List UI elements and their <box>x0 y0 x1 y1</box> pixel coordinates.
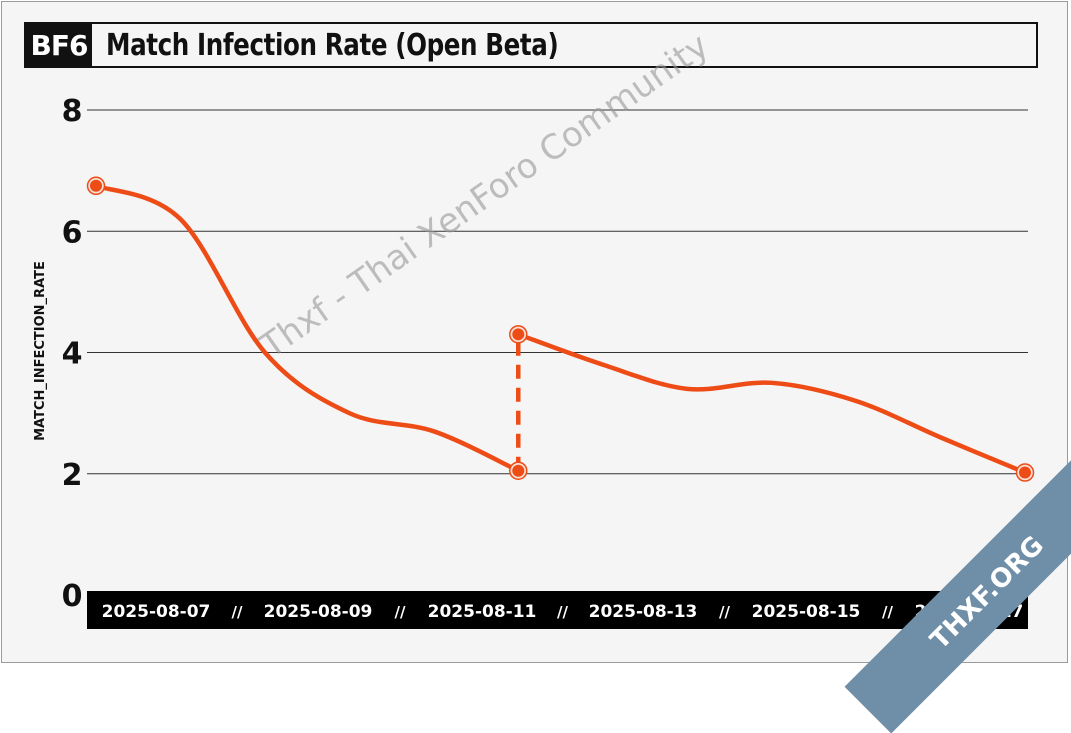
x-tick-separator: // <box>232 603 243 621</box>
series-line-0 <box>93 183 521 473</box>
x-axis-bar: 2025-08-07 // 2025-08-09 // 2025-08-11 // 2025… <box>87 591 1028 629</box>
y-tick-label: 6 <box>62 215 83 250</box>
data-point <box>1015 463 1035 482</box>
x-axis-band <box>87 591 1028 629</box>
y-axis-label: MATCH_INFECTION_RATE <box>33 261 48 441</box>
x-tick-label: 2025-08-15 <box>752 602 861 622</box>
data-point <box>509 461 528 480</box>
x-tick-label: 2025-08-13 <box>589 602 698 622</box>
chart-frame <box>1 1 1068 663</box>
series-line-1 <box>516 332 1028 475</box>
x-tick-label: 2025-08-11 <box>428 602 537 622</box>
x-tick-separator: // <box>557 603 568 621</box>
data-markers <box>86 176 1035 482</box>
game-badge: BF6 <box>26 24 92 66</box>
series-lines <box>93 183 1028 475</box>
grid-lines <box>87 109 1028 475</box>
y-tick-label: 2 <box>62 458 83 493</box>
title-bar: BF6 Match Infection Rate (Open Beta) <box>24 22 1038 68</box>
y-tick-label: 8 <box>62 94 83 129</box>
x-tick-separator: // <box>395 603 406 621</box>
x-tick-separator: // <box>719 603 730 621</box>
x-tick-separator: // <box>882 603 893 621</box>
y-tick-label: 0 <box>62 579 83 614</box>
data-point <box>86 176 106 196</box>
y-tick-label: 4 <box>62 337 83 372</box>
x-tick-label: 2025-08-09 <box>264 602 373 622</box>
x-tick-label: 2025-08-07 <box>102 602 211 622</box>
y-tick-labels: 0 2 4 6 8 <box>62 94 83 614</box>
chart-title: Match Infection Rate (Open Beta) <box>106 27 559 63</box>
data-point <box>509 325 528 344</box>
